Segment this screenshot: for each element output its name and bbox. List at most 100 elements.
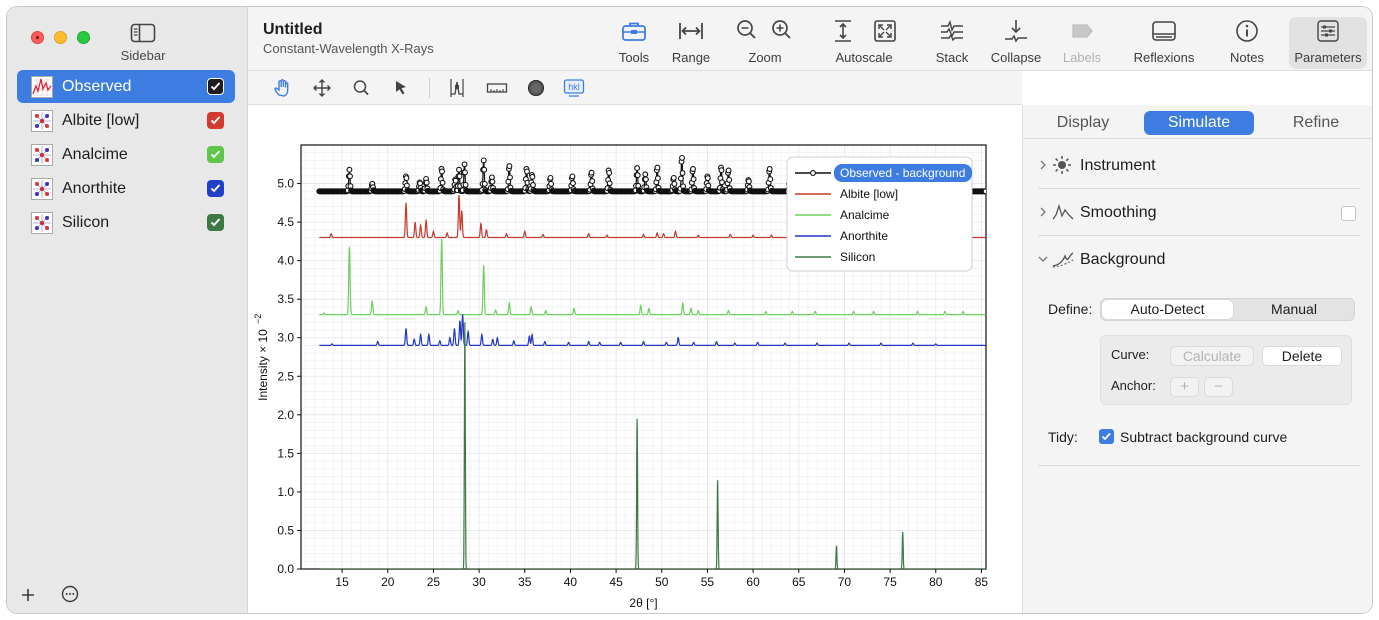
hkl-icon[interactable]: hkl <box>563 78 585 98</box>
chevron-right-icon[interactable] <box>1038 207 1048 217</box>
phase-item[interactable]: Silicon <box>17 206 235 239</box>
notes-button[interactable]: Notes <box>1223 19 1271 69</box>
stack-button[interactable]: Stack <box>927 19 977 69</box>
observed-point <box>507 174 513 181</box>
phase-item[interactable]: Albite [low] <box>17 104 235 137</box>
y-tick-label: 3.0 <box>277 331 294 345</box>
remove-anchor-button[interactable]: − <box>1204 377 1233 397</box>
phase-visibility-checkbox[interactable] <box>207 214 224 231</box>
zoom-window-button[interactable] <box>77 31 90 44</box>
observed-point <box>481 180 488 187</box>
observed-point <box>548 180 555 187</box>
y-tick-label: 0.5 <box>277 523 294 537</box>
toolbox-icon <box>622 22 646 41</box>
circle-icon[interactable] <box>525 78 547 98</box>
reflexions-button[interactable]: Reflexions <box>1128 19 1200 69</box>
tab-display[interactable]: Display <box>1056 114 1110 131</box>
sidebar-icon <box>130 23 156 43</box>
sidebar-toggle-button[interactable]: Sidebar <box>115 21 171 67</box>
phase-item[interactable]: Anorthite <box>17 172 235 205</box>
y-tick-label: 0.0 <box>277 562 294 576</box>
tab-simulate[interactable]: Simulate <box>1144 111 1254 135</box>
phase-item[interactable]: Analcime <box>17 138 235 171</box>
curve-group: Curve: Calculate Delete Anchor: + − <box>1100 335 1352 405</box>
legend-label: Anorthite <box>840 229 888 243</box>
y-tick-label: 4.5 <box>277 215 294 229</box>
observed-point <box>719 179 725 186</box>
define-segmented-control[interactable]: Auto-Detect Manual <box>1100 298 1355 321</box>
ellipsis-circle-icon[interactable] <box>59 585 81 607</box>
range-button[interactable]: Range <box>666 19 716 69</box>
series-line-anorthite <box>319 314 986 346</box>
close-window-button[interactable] <box>31 31 44 44</box>
parameters-button[interactable]: Parameters <box>1289 17 1367 69</box>
labels-button[interactable]: Labels <box>1054 19 1110 69</box>
legend-label: Albite [low] <box>840 187 898 201</box>
observed-point <box>767 176 774 183</box>
move-icon[interactable] <box>311 78 333 98</box>
smoothing-section[interactable]: Smoothing <box>1038 190 1360 236</box>
calculate-button[interactable]: Calculate <box>1170 346 1254 366</box>
phase-list: Observed Albite [low] Analcime Anorthite Sil… <box>17 70 235 240</box>
diffraction-chart[interactable]: 15 20 25 30 35 40 45 50 55 60 65 70 75 80 85 0.0 0.5 1.0 1… <box>248 105 1022 614</box>
smoothing-checkbox[interactable] <box>1341 206 1356 221</box>
document-title: Untitled <box>263 21 323 38</box>
auto-detect-option[interactable]: Auto-Detect <box>1102 300 1233 319</box>
tag-icon <box>1072 24 1093 38</box>
x-axis-label: 2θ [°] <box>629 596 657 610</box>
plot-area[interactable]: 15 20 25 30 35 40 45 50 55 60 65 70 75 80 85 0.0 0.5 1.0 1… <box>248 105 1022 614</box>
y-tick-label: 5.0 <box>277 177 294 191</box>
x-tick-label: 65 <box>792 575 806 589</box>
stack-icon <box>941 19 963 42</box>
observed-point <box>489 178 496 185</box>
background-curve-icon <box>1052 252 1074 268</box>
plot-tools-bar: hkl <box>248 71 1022 105</box>
x-tick-label: 50 <box>655 575 669 589</box>
phase-item[interactable]: Observed <box>17 70 235 103</box>
toolbar-divider <box>429 78 430 98</box>
tools-button[interactable]: Tools <box>609 19 659 69</box>
checkmark-icon <box>210 184 221 193</box>
phase-visibility-checkbox[interactable] <box>207 112 224 129</box>
delete-button[interactable]: Delete <box>1262 346 1342 366</box>
diffraction-pattern-icon <box>31 75 53 98</box>
collapse-button[interactable]: Collapse <box>984 19 1048 69</box>
pointer-icon[interactable] <box>390 78 412 98</box>
observed-point <box>725 167 732 174</box>
instrument-section[interactable]: Instrument <box>1038 143 1360 189</box>
magnifier-icon[interactable] <box>351 78 373 98</box>
x-tick-label: 75 <box>883 575 897 589</box>
zoom-control[interactable]: Zoom <box>735 19 795 69</box>
phase-name: Analcime <box>62 145 128 163</box>
observed-point <box>439 179 446 186</box>
tab-refine[interactable]: Refine <box>1292 114 1340 131</box>
hand-icon[interactable] <box>272 78 294 98</box>
series-line-analcime <box>319 239 986 316</box>
manual-option[interactable]: Manual <box>1271 301 1317 317</box>
y-tick-label: 2.5 <box>277 369 294 383</box>
crystal-structure-icon <box>31 109 53 132</box>
chevron-down-icon[interactable] <box>1038 254 1048 264</box>
observed-point <box>347 173 353 180</box>
ruler-icon[interactable] <box>486 78 508 98</box>
chevron-right-icon[interactable] <box>1038 160 1048 170</box>
minimize-window-button[interactable] <box>54 31 67 44</box>
notes-label: Notes <box>1230 50 1264 65</box>
phase-visibility-checkbox[interactable] <box>207 180 224 197</box>
anchor-label: Anchor: <box>1111 378 1156 393</box>
add-anchor-button[interactable]: + <box>1170 377 1199 397</box>
observed-point <box>403 175 410 182</box>
hkl-text: hkl <box>568 82 580 92</box>
observed-point <box>634 165 641 172</box>
observed-point <box>547 174 554 181</box>
peak-marker-icon[interactable] <box>446 78 468 98</box>
background-section[interactable]: Background <box>1038 237 1360 283</box>
autoscale-button[interactable]: Autoscale <box>831 19 897 69</box>
subtract-background-checkbox[interactable] <box>1099 429 1114 444</box>
phase-visibility-checkbox[interactable] <box>207 146 224 163</box>
curve-label: Curve: <box>1111 347 1150 362</box>
phase-visibility-checkbox[interactable] <box>207 78 224 95</box>
observed-point <box>529 173 536 180</box>
plus-icon[interactable] <box>17 585 39 607</box>
smoothing-title: Smoothing <box>1080 204 1157 221</box>
